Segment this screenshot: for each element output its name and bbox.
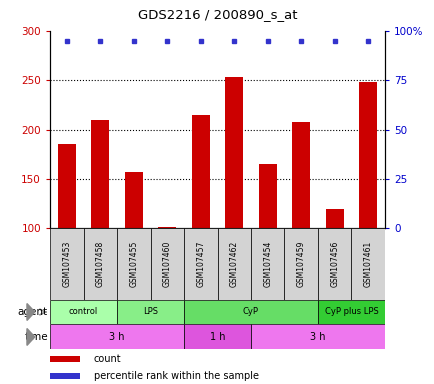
Text: LPS: LPS <box>143 308 158 316</box>
Text: GSM107457: GSM107457 <box>196 241 205 287</box>
Text: CyP plus LPS: CyP plus LPS <box>324 308 378 316</box>
Text: GSM107456: GSM107456 <box>329 241 339 287</box>
Bar <box>317 300 384 324</box>
Text: 3 h: 3 h <box>109 332 125 342</box>
Text: agent: agent <box>18 307 48 317</box>
Bar <box>184 324 250 349</box>
Text: GDS2216 / 200890_s_at: GDS2216 / 200890_s_at <box>138 8 296 22</box>
Text: GSM107454: GSM107454 <box>263 241 272 287</box>
Text: GSM107459: GSM107459 <box>296 241 305 287</box>
Bar <box>224 77 243 228</box>
Bar <box>50 300 117 324</box>
Bar <box>50 324 184 349</box>
Bar <box>150 228 184 300</box>
Bar <box>317 228 351 300</box>
Text: count: count <box>93 354 121 364</box>
Bar <box>50 356 80 362</box>
Bar <box>50 372 80 379</box>
Bar <box>258 164 276 228</box>
Text: percentile rank within the sample: percentile rank within the sample <box>93 371 258 381</box>
Bar <box>57 144 76 228</box>
Bar <box>124 172 143 228</box>
Bar <box>50 228 83 300</box>
Bar <box>325 209 343 228</box>
Bar <box>91 120 109 228</box>
Text: GSM107462: GSM107462 <box>229 241 238 287</box>
Bar <box>358 82 377 228</box>
Text: GSM107460: GSM107460 <box>162 241 171 287</box>
Bar <box>117 228 150 300</box>
Bar <box>117 300 184 324</box>
Bar <box>217 228 250 300</box>
Text: GSM107453: GSM107453 <box>62 241 71 287</box>
Text: CyP: CyP <box>243 308 258 316</box>
Bar <box>184 228 217 300</box>
Text: control: control <box>69 308 98 316</box>
Text: GSM107455: GSM107455 <box>129 241 138 287</box>
Bar <box>284 228 317 300</box>
Bar <box>83 228 117 300</box>
Bar <box>158 227 176 228</box>
Text: GSM107458: GSM107458 <box>95 241 105 287</box>
Bar <box>184 300 317 324</box>
Text: 1 h: 1 h <box>209 332 225 342</box>
Text: time: time <box>24 332 48 342</box>
Bar <box>351 228 384 300</box>
Bar <box>191 115 210 228</box>
Bar <box>250 228 284 300</box>
Bar <box>250 324 384 349</box>
Text: 3 h: 3 h <box>309 332 325 342</box>
Text: GSM107461: GSM107461 <box>363 241 372 287</box>
Bar <box>291 122 310 228</box>
